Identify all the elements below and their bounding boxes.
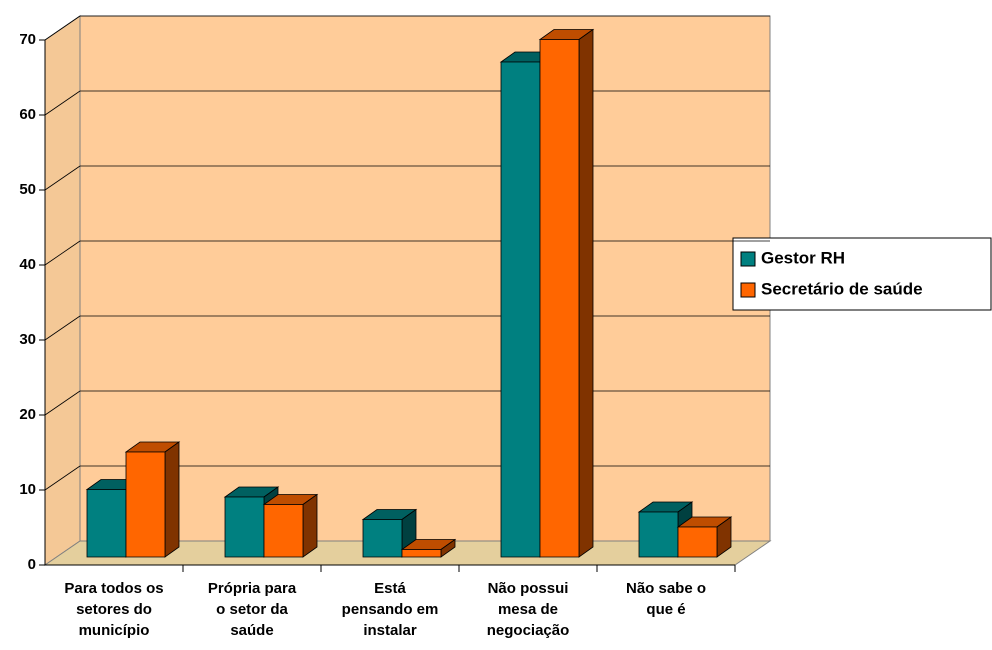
y-tick-label: 30 [19, 331, 36, 348]
bar-face [401, 549, 442, 558]
x-tick-label: Não possui mesa de negociação [487, 580, 570, 639]
bar-face [539, 39, 580, 558]
legend-swatch [740, 251, 756, 267]
bar-face [362, 519, 403, 558]
x-tick-label: Para todos os setores do município [64, 580, 163, 639]
bar [676, 516, 733, 558]
x-tick-label: Não sabe o que é [626, 580, 706, 618]
bar [262, 493, 319, 558]
bar-face [578, 28, 594, 558]
y-tick-label: 0 [28, 556, 36, 573]
y-tick-label: 50 [19, 181, 36, 198]
bar [124, 441, 181, 558]
y-tick-label: 10 [19, 481, 36, 498]
grid-line [44, 315, 81, 341]
bar [538, 28, 595, 558]
y-tick-label: 40 [19, 256, 36, 273]
y-tick-label: 60 [19, 106, 36, 123]
y-tick-label: 20 [19, 406, 36, 423]
bar [400, 538, 457, 558]
bar-face [224, 496, 265, 558]
bar-face [677, 526, 718, 558]
bar-face [638, 511, 679, 558]
x-tick-label: Própria para o setor da saúde [208, 580, 297, 639]
bar-face [302, 493, 318, 558]
x-tick-label: Está pensando em instalar [342, 580, 439, 639]
back-wall [79, 15, 771, 542]
legend [732, 237, 992, 311]
y-tick-label: 70 [19, 31, 36, 48]
bar-face [86, 489, 127, 558]
grid-line [44, 90, 81, 116]
grid-line [44, 240, 81, 266]
grid-line [44, 390, 81, 416]
legend-label: Secretário de saúde [761, 279, 923, 298]
bar-face [500, 61, 541, 558]
legend-swatch [740, 282, 756, 298]
bar-face [164, 441, 180, 558]
legend-label: Gestor RH [761, 248, 845, 267]
grid-line [44, 465, 81, 491]
side-wall [44, 15, 81, 566]
grid-line [44, 15, 81, 41]
bar-face [263, 504, 304, 558]
bar-face [125, 451, 166, 558]
grid-line [44, 165, 81, 191]
